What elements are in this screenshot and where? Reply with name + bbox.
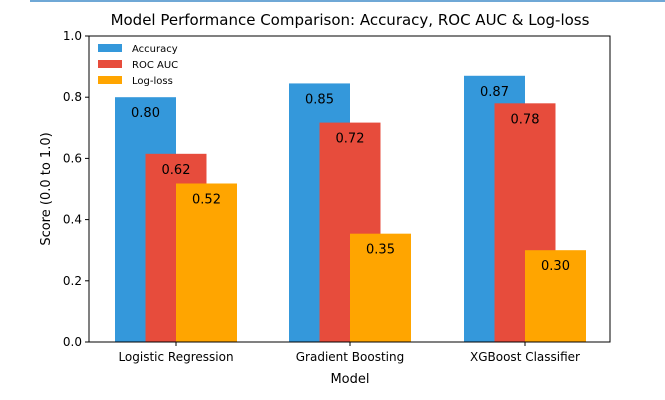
legend-swatch-accuracy <box>98 44 122 52</box>
y-axis: 0.0 0.2 0.4 0.6 0.8 1.0 <box>63 29 89 349</box>
x-tick-label: Logistic Regression <box>118 350 233 364</box>
bar-value-label: 0.52 <box>192 192 221 207</box>
legend-swatch-roc-auc <box>98 60 122 68</box>
y-tick-label: 0.4 <box>63 213 82 227</box>
y-tick-label: 0.8 <box>63 90 82 104</box>
y-axis-label: Score (0.0 to 1.0) <box>39 132 54 245</box>
legend-label: ROC AUC <box>132 60 178 71</box>
bar-value-label: 0.72 <box>336 132 365 147</box>
bar-value-label: 0.62 <box>162 163 191 178</box>
legend: Accuracy ROC AUC Log-loss <box>98 44 178 87</box>
x-axis: Logistic Regression Gradient Boosting XGBo… <box>118 342 580 364</box>
bar-value-label: 0.30 <box>541 259 570 274</box>
legend-label: Accuracy <box>132 44 178 55</box>
y-tick-label: 0.0 <box>63 335 82 349</box>
y-tick-label: 0.6 <box>63 151 82 165</box>
legend-swatch-log-loss <box>98 76 122 84</box>
x-tick-label: XGBoost Classifier <box>470 350 580 364</box>
bar-value-label: 0.80 <box>131 106 160 121</box>
x-tick-label: Gradient Boosting <box>296 350 404 364</box>
bar-log-loss-1 <box>176 183 237 342</box>
bar-labels-group: 0.80 0.85 0.87 0.62 0.72 0.78 0.52 0.35 0.30 <box>131 85 570 274</box>
bar-value-label: 0.85 <box>305 92 334 107</box>
bar-log-loss-3 <box>525 250 586 342</box>
bar-value-label: 0.35 <box>366 243 395 258</box>
bar-value-label: 0.87 <box>480 85 509 100</box>
y-tick-label: 1.0 <box>63 29 82 43</box>
x-axis-label: Model <box>330 372 369 387</box>
bar-log-loss-2 <box>350 233 411 342</box>
bars-group <box>115 75 586 343</box>
y-tick-label: 0.2 <box>63 274 82 288</box>
chart-title: Model Performance Comparison: Accuracy, … <box>111 11 590 29</box>
window-top-accent <box>30 0 665 2</box>
bar-value-label: 0.78 <box>511 112 540 127</box>
legend-label: Log-loss <box>132 76 173 87</box>
